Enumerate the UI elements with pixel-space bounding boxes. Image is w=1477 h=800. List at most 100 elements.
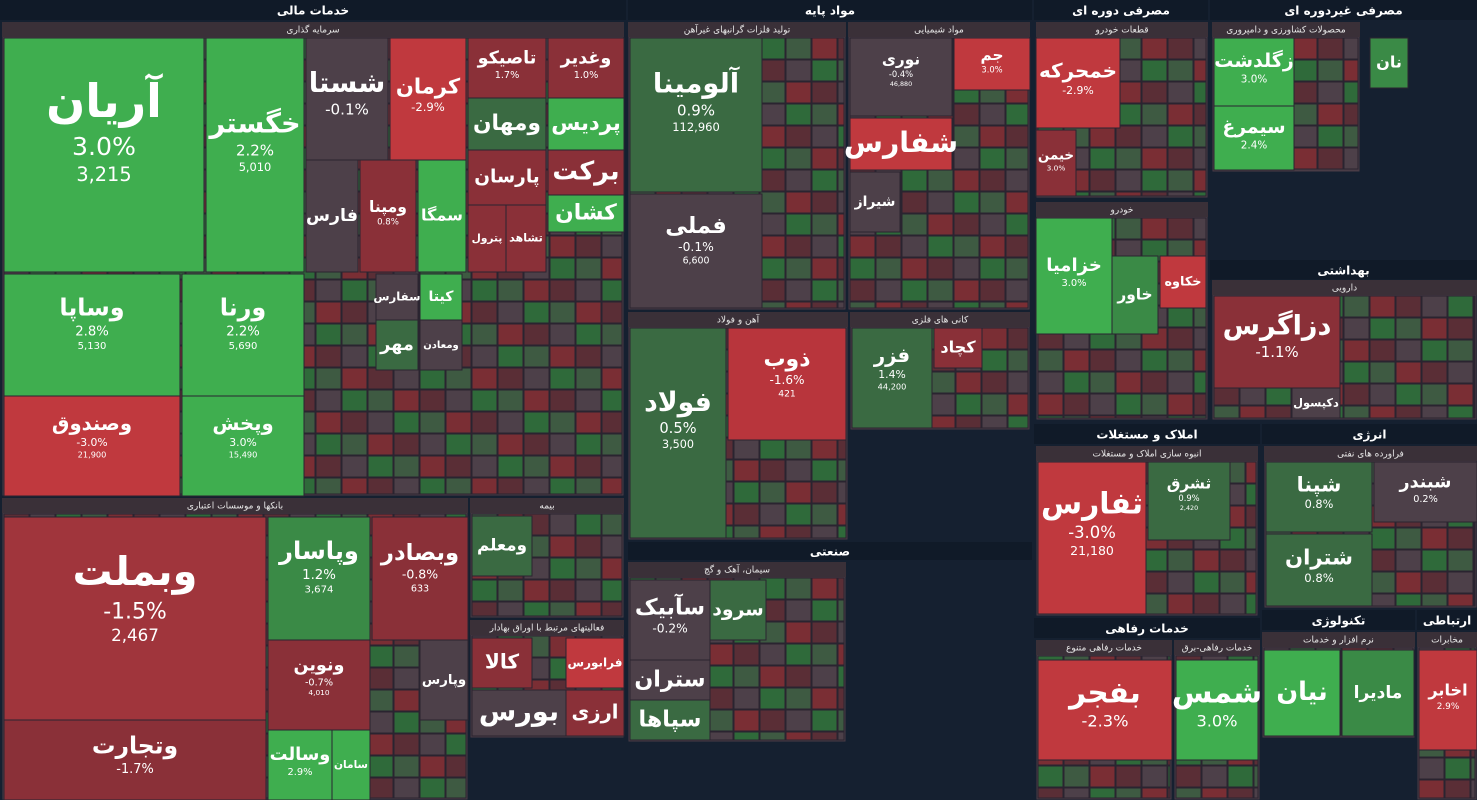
tile bbox=[1147, 461, 1231, 541]
tile-value: 5,130 bbox=[78, 341, 107, 352]
small-tile bbox=[785, 301, 812, 309]
small-tile bbox=[575, 579, 602, 602]
sector-header bbox=[628, 0, 1032, 20]
small-tile bbox=[733, 525, 760, 539]
small-tile bbox=[785, 169, 812, 192]
small-tile bbox=[1395, 405, 1422, 419]
small-tile bbox=[1005, 103, 1029, 126]
small-tile bbox=[523, 389, 550, 412]
small-tile bbox=[1421, 361, 1448, 384]
small-tile bbox=[419, 367, 446, 390]
small-tile bbox=[953, 301, 980, 309]
small-tile bbox=[393, 689, 420, 712]
small-tile bbox=[1317, 37, 1344, 60]
small-tile bbox=[445, 389, 472, 412]
small-tile bbox=[1063, 349, 1090, 372]
small-tile bbox=[785, 687, 812, 710]
small-tile bbox=[497, 579, 524, 602]
tile bbox=[629, 327, 727, 539]
small-tile bbox=[419, 433, 446, 456]
small-tile bbox=[785, 599, 812, 622]
tile-name: ورنا bbox=[220, 294, 267, 322]
small-tile bbox=[955, 393, 982, 416]
tile-value: 6,600 bbox=[683, 256, 710, 267]
small-tile bbox=[471, 279, 498, 302]
small-tile bbox=[523, 345, 550, 368]
tile-name: سرود bbox=[712, 600, 763, 621]
small-tile bbox=[979, 279, 1006, 302]
small-tile bbox=[759, 665, 786, 688]
small-tile bbox=[1473, 317, 1476, 340]
tile-name: خیمن bbox=[1038, 149, 1074, 164]
small-tile bbox=[979, 147, 1006, 170]
small-tile bbox=[1037, 349, 1064, 372]
small-tile bbox=[315, 345, 342, 368]
tile-name: ومعلم bbox=[477, 535, 527, 556]
tile-change: 3.0% bbox=[229, 436, 256, 449]
small-tile bbox=[341, 389, 368, 412]
small-tile bbox=[733, 731, 760, 741]
small-tile bbox=[1037, 765, 1064, 788]
tile bbox=[389, 37, 467, 161]
tile bbox=[3, 273, 181, 397]
group-title: انبوه سازی املاک و مستغلات bbox=[1092, 449, 1201, 460]
small-tile bbox=[837, 709, 845, 732]
tile-name: ذوب bbox=[763, 347, 810, 372]
small-tile bbox=[1265, 405, 1292, 419]
small-tile bbox=[1421, 527, 1448, 550]
sector-header bbox=[1210, 0, 1477, 20]
small-tile bbox=[367, 755, 394, 778]
group-title: کانی های فلزی bbox=[912, 316, 969, 326]
small-tile bbox=[1167, 37, 1194, 60]
small-tile bbox=[549, 513, 576, 536]
tile bbox=[953, 37, 1031, 91]
tile-change: 3.0% bbox=[72, 132, 136, 161]
small-tile bbox=[1167, 349, 1194, 372]
small-tile bbox=[315, 389, 342, 412]
small-tile bbox=[601, 579, 623, 602]
small-tile bbox=[1167, 125, 1194, 148]
small-tile bbox=[707, 643, 734, 666]
tile-change: -3.0% bbox=[76, 436, 107, 449]
small-tile bbox=[1369, 361, 1396, 384]
group-title: بیمه bbox=[539, 502, 554, 512]
small-tile bbox=[1421, 339, 1448, 362]
group-header bbox=[1174, 640, 1260, 655]
small-tile bbox=[1369, 549, 1396, 572]
small-tile bbox=[981, 393, 1008, 416]
small-tile bbox=[1141, 147, 1168, 170]
small-tile bbox=[953, 191, 980, 214]
small-tile bbox=[1167, 549, 1194, 572]
small-tile bbox=[419, 411, 446, 434]
group-title: سرمایه گذاری bbox=[286, 24, 339, 36]
tile-change: -1.1% bbox=[1255, 343, 1298, 361]
tile bbox=[505, 204, 547, 273]
small-tile bbox=[1343, 147, 1359, 170]
small-tile bbox=[1167, 217, 1194, 240]
small-tile bbox=[575, 477, 602, 495]
tile bbox=[1418, 649, 1477, 751]
tile-change: 3.0% bbox=[1241, 74, 1268, 86]
small-tile bbox=[785, 81, 812, 104]
small-tile bbox=[1089, 415, 1116, 419]
tile bbox=[1213, 295, 1341, 389]
small-tile bbox=[1141, 103, 1168, 126]
tile-change: 2.9% bbox=[288, 767, 313, 778]
tile-change: -2.3% bbox=[1082, 711, 1129, 730]
group-title: بانکها و موسسات اعتباری bbox=[187, 502, 283, 512]
group-title: فعالیتهای مرتبط با اوراق بهادار bbox=[489, 624, 605, 634]
tile-change: 0.5% bbox=[659, 420, 696, 437]
small-tile bbox=[1141, 765, 1168, 788]
small-tile bbox=[367, 689, 394, 712]
tile bbox=[3, 719, 267, 800]
small-tile bbox=[811, 37, 838, 60]
tile bbox=[471, 515, 533, 577]
small-tile bbox=[575, 557, 602, 580]
small-tile bbox=[759, 301, 786, 309]
tile-value: 5,010 bbox=[239, 160, 272, 174]
small-tile bbox=[1167, 327, 1194, 350]
sector-header bbox=[1262, 610, 1415, 630]
small-tile bbox=[601, 257, 623, 280]
small-tile bbox=[575, 535, 602, 558]
tile bbox=[419, 319, 463, 371]
